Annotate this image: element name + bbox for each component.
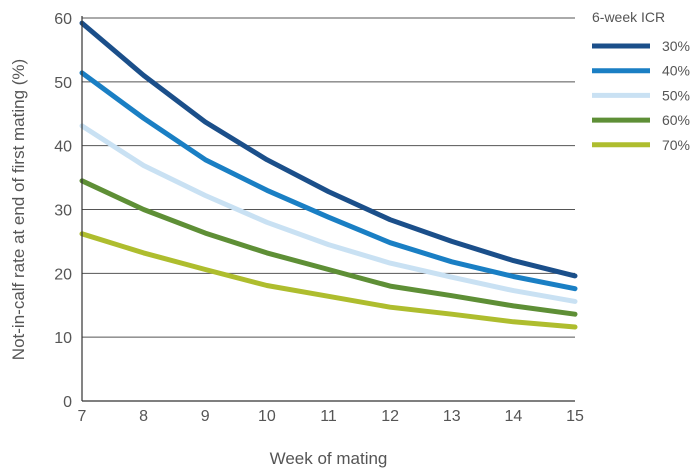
series-line-0 bbox=[79, 20, 578, 279]
series-line-4 bbox=[79, 231, 578, 330]
x-tick-labels: 7 8 9 10 11 12 13 14 15 bbox=[78, 408, 584, 425]
legend-label-2: 50% bbox=[662, 87, 690, 103]
y-tick-label-6: 60 bbox=[54, 11, 72, 28]
legend-label-3: 60% bbox=[662, 112, 690, 128]
gridlines bbox=[82, 17, 575, 338]
y-tick-label-3: 30 bbox=[54, 203, 72, 220]
y-tick-labels: 0 10 20 30 40 50 60 bbox=[54, 11, 72, 411]
x-tick-label-0: 7 bbox=[78, 408, 87, 425]
series-line-1 bbox=[79, 70, 578, 292]
x-tick-label-5: 12 bbox=[381, 408, 399, 425]
x-tick-label-7: 14 bbox=[504, 408, 522, 425]
series-line-3 bbox=[79, 178, 578, 317]
y-tick-label-1: 10 bbox=[54, 330, 72, 347]
legend-title: 6-week ICR bbox=[592, 9, 665, 25]
y-tick-label-0: 0 bbox=[63, 394, 72, 411]
x-tick-label-3: 10 bbox=[258, 408, 276, 425]
y-tick-label-4: 40 bbox=[54, 139, 72, 156]
legend-label-4: 70% bbox=[662, 137, 690, 153]
x-tick-label-8: 15 bbox=[566, 408, 584, 425]
series-lines bbox=[79, 20, 578, 330]
x-tick-label-4: 11 bbox=[320, 408, 337, 425]
x-tick-label-1: 8 bbox=[139, 408, 148, 425]
y-tick-label-2: 20 bbox=[54, 266, 72, 283]
legend-label-0: 30% bbox=[662, 38, 690, 54]
axes bbox=[81, 16, 575, 402]
x-axis-title: Week of mating bbox=[270, 449, 388, 468]
x-tick-label-2: 9 bbox=[201, 408, 210, 425]
legend: 6-week ICR 30% 40% 50% 60% 70% bbox=[592, 9, 690, 153]
y-axis-title: Not-in-calf rate at end of first mating … bbox=[9, 59, 28, 360]
legend-label-1: 40% bbox=[662, 63, 690, 79]
y-tick-label-5: 50 bbox=[54, 75, 72, 92]
series-line-2 bbox=[79, 123, 578, 304]
x-tick-label-6: 13 bbox=[443, 408, 461, 425]
